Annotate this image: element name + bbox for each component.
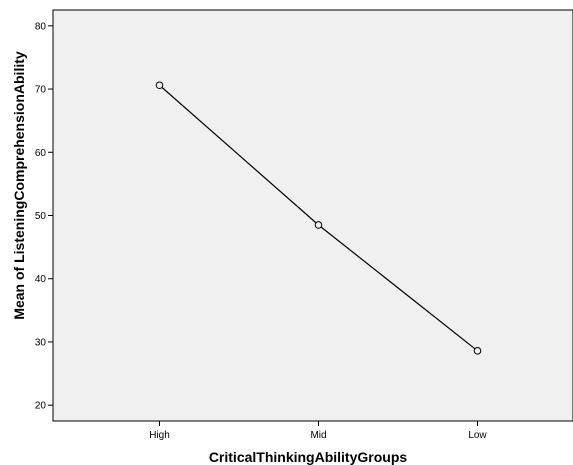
x-axis-title: CriticalThinkingAbilityGroups [209,449,408,465]
series-layer [155,81,482,355]
y-tick-label: 40 [35,274,47,285]
y-tick-label: 60 [35,148,47,159]
y-tick-label: 20 [35,401,47,412]
data-point [473,347,482,355]
data-point [155,81,164,90]
plot-area [52,9,573,422]
x-tick-label: Mid [310,430,326,441]
x-tick-label: Low [468,430,487,441]
y-tick-label: 50 [35,211,47,222]
y-tick-label: 30 [35,337,47,348]
data-point [314,221,323,229]
x-axis: High Mid Low [149,421,487,441]
y-tick-label: 70 [35,85,47,96]
y-axis: 20 30 40 50 60 70 80 [35,21,53,412]
y-tick-label: 80 [35,21,47,32]
y-axis-title: Mean of ListeningComprehensionAbility [11,51,27,320]
x-tick-label: High [149,430,170,441]
